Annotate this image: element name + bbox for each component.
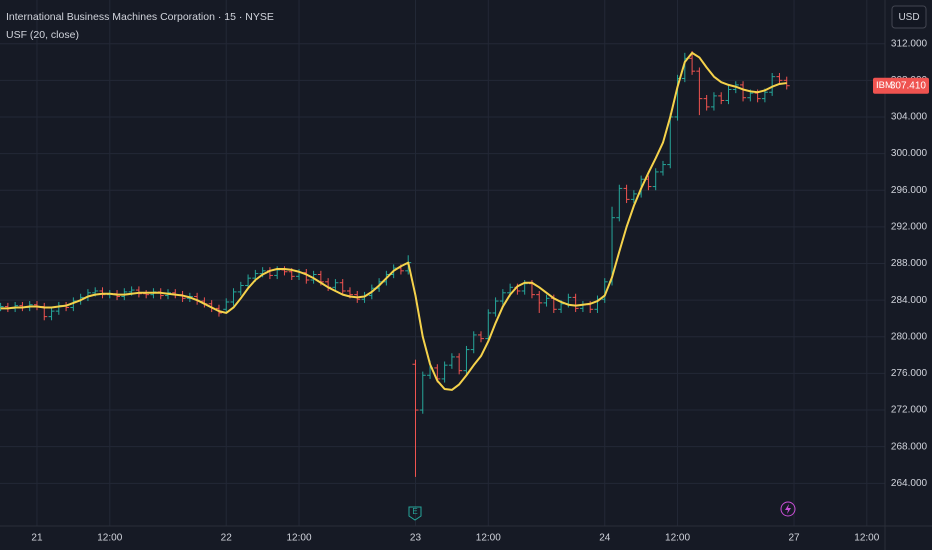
x-tick-label: 12:00 bbox=[97, 533, 122, 544]
y-tick-label: 312.000 bbox=[891, 38, 928, 49]
price-tag-value: 307.410 bbox=[890, 80, 927, 91]
y-tick-label: 264.000 bbox=[891, 478, 928, 489]
plot bbox=[0, 51, 790, 477]
y-tick-label: 284.000 bbox=[891, 295, 928, 306]
usf-line bbox=[0, 51, 787, 391]
y-tick-label: 304.000 bbox=[891, 112, 928, 123]
y-tick-label: 300.000 bbox=[891, 148, 928, 159]
price-tag-symbol: IBM bbox=[876, 80, 893, 91]
y-tick-label: 292.000 bbox=[891, 222, 928, 233]
lightning-icon bbox=[785, 504, 791, 514]
currency: USD bbox=[898, 12, 919, 23]
y-tick-label: 280.000 bbox=[891, 331, 928, 342]
earnings-event[interactable]: E bbox=[408, 506, 422, 521]
x-tick-label: 12:00 bbox=[287, 533, 312, 544]
y-tick-label: 272.000 bbox=[891, 405, 928, 416]
dividend-event[interactable] bbox=[780, 501, 796, 517]
currency-box[interactable] bbox=[891, 5, 927, 29]
y-tick-label: 288.000 bbox=[891, 258, 928, 269]
event-label: E bbox=[412, 507, 417, 516]
x-tick-label: 24 bbox=[599, 533, 611, 544]
x-tick-label: 12:00 bbox=[665, 533, 690, 544]
indicator-label: USF (20, close) bbox=[6, 29, 79, 41]
y-tick-label: 268.000 bbox=[891, 441, 928, 452]
price-tag-box bbox=[873, 77, 929, 94]
event-marker bbox=[408, 506, 422, 521]
x-tick-label: 12:00 bbox=[476, 533, 501, 544]
x-tick-label: 22 bbox=[221, 533, 233, 544]
x-tick-label: 21 bbox=[31, 533, 43, 544]
x-tick-label: 27 bbox=[788, 533, 800, 544]
x-tick-label: 23 bbox=[410, 533, 422, 544]
y-tick-label: 296.000 bbox=[891, 185, 928, 196]
chart-title: International Business Machines Corporat… bbox=[6, 11, 274, 23]
grid bbox=[0, 0, 885, 526]
y-tick-label: 276.000 bbox=[891, 368, 928, 379]
x-tick-label: 12:00 bbox=[854, 533, 879, 544]
event-marker bbox=[780, 501, 796, 517]
